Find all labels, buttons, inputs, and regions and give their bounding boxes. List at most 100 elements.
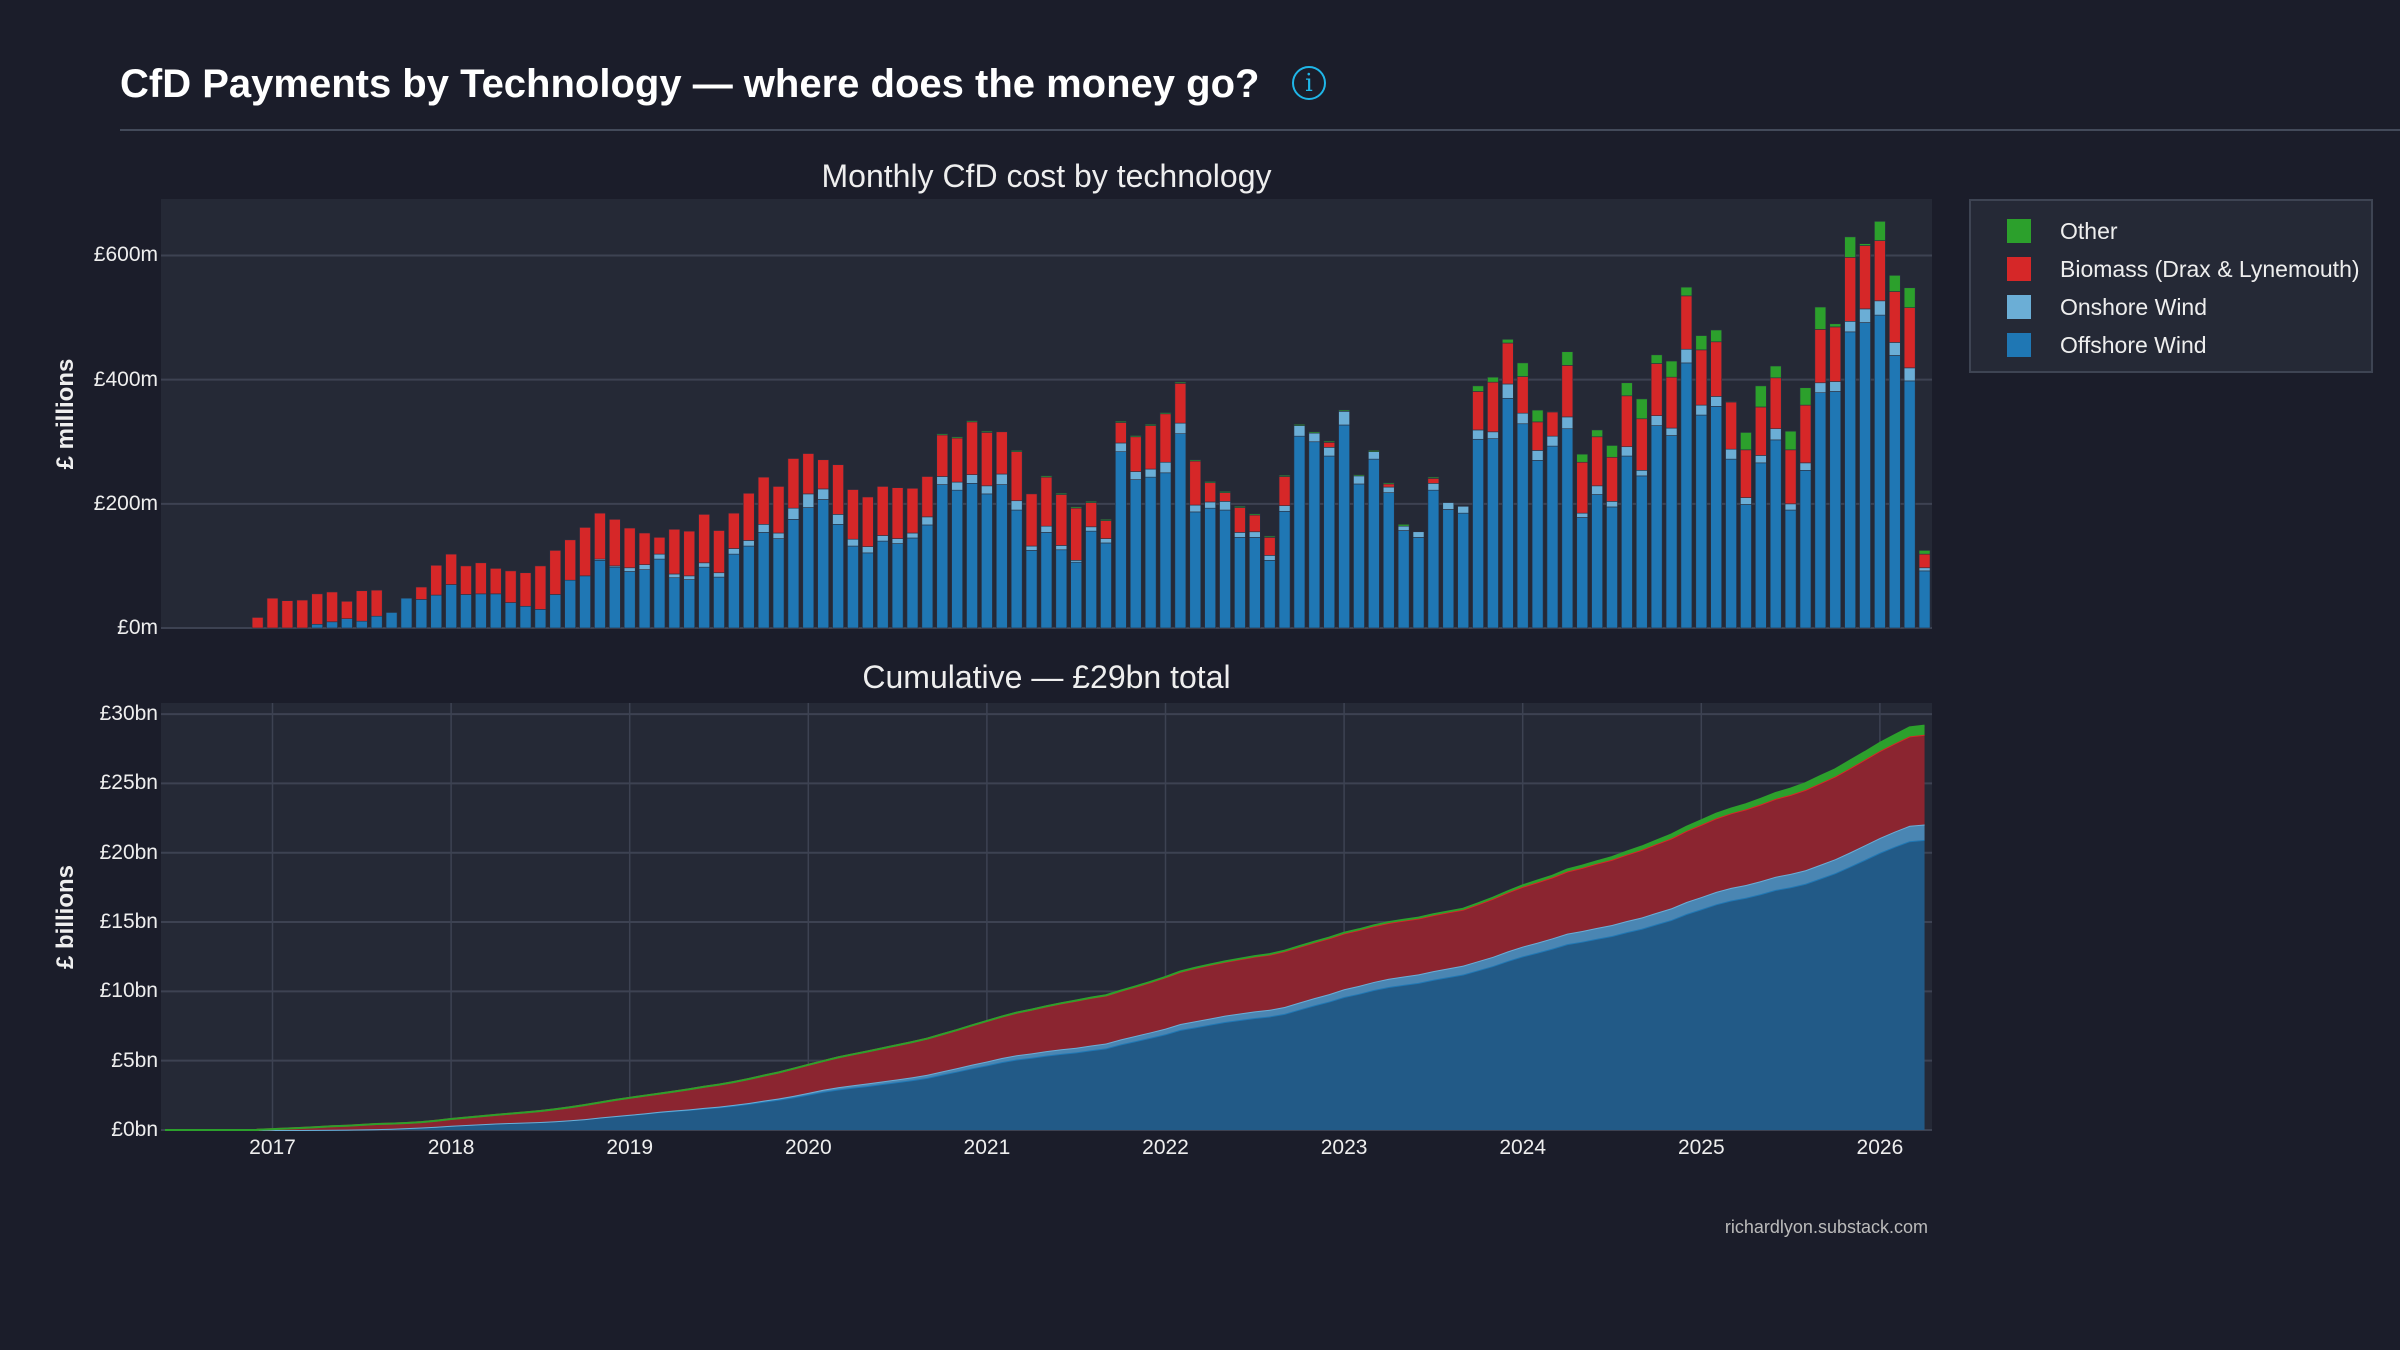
bar-segment-onshore-wind	[1144, 468, 1157, 478]
bar-segment-onshore-wind	[862, 546, 874, 554]
bar-segment-other	[1263, 535, 1276, 538]
legend-item-biomass[interactable]: Biomass (Drax & Lynemouth)	[2007, 254, 2360, 284]
bar-segment-biomass	[1635, 418, 1648, 471]
bar-segment-other	[1635, 398, 1648, 420]
bar-segment-biomass	[460, 565, 472, 595]
bar-segment-onshore-wind	[1859, 308, 1871, 323]
bar-segment-onshore-wind	[1799, 462, 1812, 471]
bar-segment-onshore-wind	[966, 474, 978, 484]
bar-segment-onshore-wind	[1025, 545, 1038, 551]
bar-segment-other	[1055, 492, 1068, 495]
bar-segment-offshore-wind	[995, 484, 1008, 629]
bar-segment-offshore-wind	[1874, 314, 1886, 629]
bar-segment-biomass	[1606, 456, 1618, 502]
bar-segment-biomass	[936, 434, 949, 477]
info-circle-icon[interactable]: i	[1292, 66, 1326, 100]
bar-segment-other	[1918, 550, 1931, 555]
bar-segment-biomass	[742, 492, 755, 541]
bar-segment-other	[1368, 450, 1380, 452]
bar-segment-other	[1531, 409, 1544, 423]
area-biomass	[165, 734, 1925, 1130]
bar-segment-onshore-wind	[936, 476, 949, 485]
bar-segment-other	[1680, 286, 1693, 297]
bar-segment-other	[1219, 491, 1231, 493]
bar-segment-other	[1576, 453, 1589, 463]
bar-segment-offshore-wind	[653, 558, 666, 629]
bar-segment-other	[1516, 362, 1529, 377]
bar-segment-offshore-wind	[534, 609, 547, 629]
bar-segment-biomass	[1010, 451, 1023, 502]
bar-segment-offshore-wind	[1859, 322, 1871, 629]
bar-segment-biomass	[653, 537, 666, 555]
bar-segment-biomass	[668, 528, 681, 575]
bar-segment-onshore-wind	[1710, 396, 1722, 407]
bar-segment-offshore-wind	[936, 484, 949, 629]
bar-segment-biomass	[817, 459, 829, 490]
bar-segment-onshore-wind	[1442, 502, 1455, 510]
bar-segment-offshore-wind	[1502, 397, 1514, 629]
bar-segment-offshore-wind	[1755, 462, 1767, 629]
bar-segment-other	[1769, 365, 1782, 379]
bar-segment-onshore-wind	[1635, 470, 1648, 477]
legend-item-offshore-wind[interactable]: Offshore Wind	[2007, 330, 2207, 360]
legend-item-other[interactable]: Other	[2007, 216, 2118, 246]
bar-segment-onshore-wind	[1115, 442, 1127, 452]
bar-segment-offshore-wind	[921, 524, 934, 629]
x-tick-label: 2019	[606, 1136, 654, 1159]
bar-segment-onshore-wind	[847, 538, 859, 547]
bar-segment-biomass	[311, 593, 323, 625]
bar-segment-onshore-wind	[1502, 383, 1514, 399]
bar-segment-offshore-wind	[1695, 414, 1708, 629]
bar-segment-biomass	[1249, 514, 1261, 533]
bar-segment-offshore-wind	[385, 612, 398, 629]
bar-segment-offshore-wind	[370, 615, 383, 629]
bar-segment-offshore-wind	[1368, 458, 1380, 629]
bar-segment-biomass	[1844, 257, 1856, 322]
monthly-y-tick-label: £600m	[93, 243, 158, 267]
bar-segment-onshore-wind	[981, 485, 993, 495]
bar-segment-biomass	[787, 458, 800, 509]
bar-segment-onshore-wind	[623, 567, 636, 572]
legend-item-onshore-wind[interactable]: Onshore Wind	[2007, 292, 2207, 322]
bar-segment-other	[1308, 431, 1321, 434]
bar-segment-onshore-wind	[1293, 425, 1306, 437]
bar-segment-other	[1189, 459, 1202, 462]
bar-segment-onshore-wind	[1621, 446, 1633, 457]
bar-segment-other	[1382, 482, 1395, 485]
bar-segment-other	[1695, 335, 1708, 351]
legend-label: Other	[2060, 217, 2118, 244]
bar-segment-other	[1621, 382, 1633, 397]
legend-swatch-offshore-wind	[2007, 333, 2031, 357]
bar-segment-other	[1397, 524, 1410, 527]
bar-segment-onshore-wind	[1695, 404, 1708, 416]
bar-segment-other	[1293, 424, 1306, 426]
bar-segment-offshore-wind	[564, 579, 576, 629]
bar-segment-offshore-wind	[876, 540, 889, 629]
bar-segment-biomass	[1650, 363, 1663, 416]
bar-segment-biomass	[802, 453, 815, 495]
bar-segment-offshore-wind	[668, 577, 681, 629]
bar-segment-biomass	[772, 486, 785, 534]
bar-segment-offshore-wind	[549, 594, 562, 629]
bar-segment-offshore-wind	[1263, 560, 1276, 629]
bar-segment-offshore-wind	[1055, 549, 1068, 629]
bar-segment-other	[1799, 387, 1812, 406]
bar-segment-biomass	[1740, 449, 1752, 498]
bar-segment-biomass	[534, 565, 547, 610]
bar-segment-onshore-wind	[876, 535, 889, 542]
bar-segment-other	[1353, 474, 1365, 477]
bar-segment-biomass	[1531, 421, 1544, 451]
bar-segment-offshore-wind	[1576, 517, 1589, 629]
cumulative-y-tick-label: £25bn	[99, 771, 158, 795]
bar-segment-onshore-wind	[638, 564, 651, 570]
legend-swatch-onshore-wind	[2007, 295, 2031, 319]
bar-segment-other	[1888, 275, 1901, 292]
bar-segment-biomass	[445, 553, 457, 585]
bar-segment-offshore-wind	[728, 553, 740, 629]
bar-segment-biomass	[1234, 507, 1246, 533]
bar-segment-biomass	[430, 564, 443, 596]
bar-segment-other	[1874, 221, 1886, 241]
bar-segment-biomass	[1100, 520, 1112, 539]
x-tick-label: 2024	[1499, 1136, 1547, 1159]
